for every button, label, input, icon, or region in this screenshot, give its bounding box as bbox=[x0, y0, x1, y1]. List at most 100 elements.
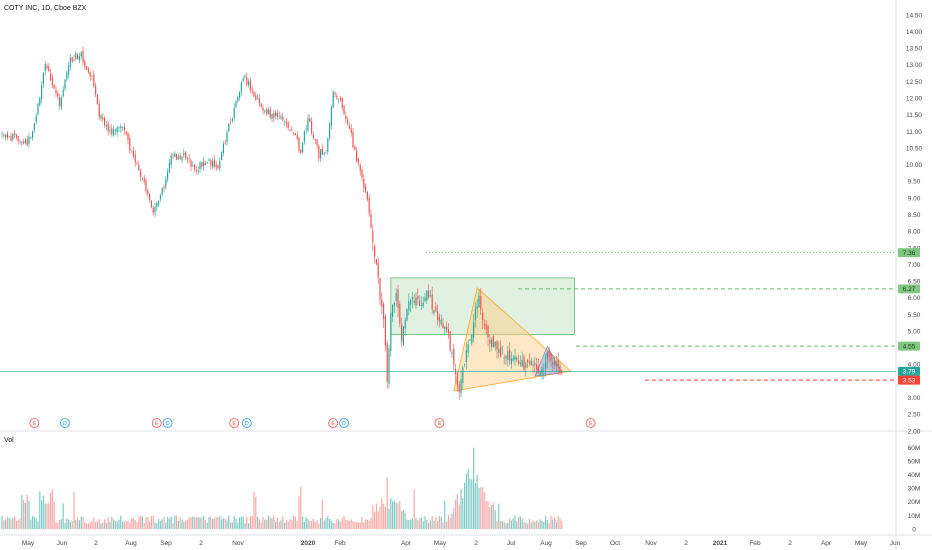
candle-body bbox=[57, 92, 59, 97]
volume-bar bbox=[147, 517, 149, 529]
volume-bar bbox=[136, 521, 138, 529]
volume-bar bbox=[226, 520, 228, 529]
volume-bar bbox=[469, 478, 471, 529]
candle-body bbox=[113, 129, 115, 136]
earnings-marker[interactable] bbox=[29, 418, 40, 428]
horizontal-levels[interactable] bbox=[0, 252, 896, 381]
volume-bar bbox=[341, 518, 343, 529]
candle-body bbox=[390, 313, 392, 351]
price-tick-label: 11.50 bbox=[906, 112, 922, 119]
candle-body bbox=[404, 319, 406, 329]
candle-body bbox=[336, 95, 338, 98]
candle-body bbox=[383, 304, 385, 320]
volume-bar bbox=[455, 499, 457, 529]
volume-bar bbox=[474, 483, 476, 529]
candle-body bbox=[447, 329, 449, 334]
candle-body bbox=[215, 164, 217, 167]
candle-body bbox=[505, 356, 507, 359]
earnings-marker[interactable] bbox=[229, 418, 240, 428]
volume-bar bbox=[465, 473, 467, 529]
dividend-marker[interactable] bbox=[241, 418, 252, 428]
price-tick-label: 4.00 bbox=[908, 362, 921, 369]
candle-body bbox=[303, 131, 305, 142]
time-axis[interactable]: May Jun 2 Aug Sep 2 Nov 2020 Feb Apr May 2 Jul Aug Sep… bbox=[22, 540, 901, 547]
price-axis[interactable]: 2.002.503.003.504.004.505.005.506.006.50… bbox=[906, 12, 923, 435]
time-tick-label: May bbox=[22, 540, 35, 547]
volume-bar bbox=[267, 515, 269, 529]
earnings-marker[interactable] bbox=[585, 418, 596, 428]
earnings-marker[interactable] bbox=[151, 418, 162, 428]
volume-bar bbox=[269, 517, 271, 529]
price-tick-label: 14.00 bbox=[906, 29, 923, 36]
candle-body bbox=[411, 297, 413, 300]
candle-body bbox=[523, 356, 525, 370]
candle-body bbox=[69, 57, 71, 67]
volume-bar bbox=[501, 521, 503, 529]
candle-body bbox=[132, 150, 134, 157]
candle-body bbox=[190, 160, 192, 167]
volume-tick-label: 0 bbox=[912, 526, 916, 533]
earnings-marker[interactable] bbox=[434, 418, 445, 428]
volume-bar bbox=[289, 519, 291, 529]
candle-body bbox=[100, 115, 102, 119]
candle-body bbox=[75, 53, 77, 60]
price-tick-label: 2.50 bbox=[908, 412, 921, 419]
earnings-marker[interactable] bbox=[328, 418, 339, 428]
time-tick-label: Apr bbox=[401, 540, 412, 547]
candle-body bbox=[451, 352, 453, 354]
volume-bar bbox=[314, 521, 316, 529]
candle-body bbox=[386, 343, 388, 382]
volume-bar bbox=[287, 521, 289, 529]
candle-body bbox=[221, 151, 223, 161]
candle-body bbox=[507, 351, 509, 360]
volume-bar bbox=[141, 516, 143, 529]
event-marker-label: D bbox=[166, 421, 170, 427]
candle-body bbox=[129, 138, 131, 151]
candle-body bbox=[204, 163, 206, 166]
volume-bar bbox=[462, 498, 464, 529]
candle-body bbox=[370, 214, 372, 228]
volume-bar bbox=[348, 520, 350, 529]
candle-body bbox=[89, 71, 91, 77]
candle-body bbox=[536, 364, 538, 370]
event-marker-label: D bbox=[342, 421, 346, 427]
candle-body bbox=[82, 50, 84, 63]
time-tick-label: Aug bbox=[125, 540, 137, 547]
volume-bar bbox=[73, 491, 75, 529]
candle-body bbox=[172, 154, 174, 156]
level-tag-label: 7.36 bbox=[903, 250, 916, 257]
dividend-marker[interactable] bbox=[60, 418, 70, 428]
dividend-marker[interactable] bbox=[339, 418, 349, 428]
candle-body bbox=[143, 177, 145, 182]
price-tick-label: 8.00 bbox=[908, 229, 921, 236]
volume-bar bbox=[248, 523, 250, 529]
volume-bar bbox=[219, 515, 221, 529]
volume-bar bbox=[224, 519, 226, 529]
candle-body bbox=[150, 200, 152, 207]
volume-tick-label: 50M bbox=[908, 459, 921, 466]
volume-bar bbox=[30, 519, 32, 529]
volume-bar bbox=[357, 522, 359, 529]
volume-bar bbox=[233, 516, 235, 529]
volume-bar bbox=[66, 518, 68, 529]
candle-body bbox=[188, 157, 190, 159]
volume-bar bbox=[168, 518, 170, 529]
volume-bar bbox=[388, 508, 390, 529]
event-marker-label: E bbox=[155, 421, 159, 427]
candle-body bbox=[356, 150, 358, 161]
volume-bar bbox=[75, 519, 77, 529]
dividend-marker[interactable] bbox=[162, 418, 173, 428]
event-marker-label: D bbox=[63, 421, 67, 427]
candle-body bbox=[183, 152, 185, 156]
candle-body bbox=[120, 125, 122, 129]
candle-body bbox=[246, 77, 248, 85]
volume-bar bbox=[246, 516, 248, 529]
candle-body bbox=[118, 126, 120, 128]
candle-body bbox=[456, 373, 458, 386]
volume-bar bbox=[284, 522, 286, 529]
volume-bar bbox=[82, 517, 84, 529]
volume-bar bbox=[188, 517, 190, 529]
volume-bar bbox=[401, 511, 403, 529]
